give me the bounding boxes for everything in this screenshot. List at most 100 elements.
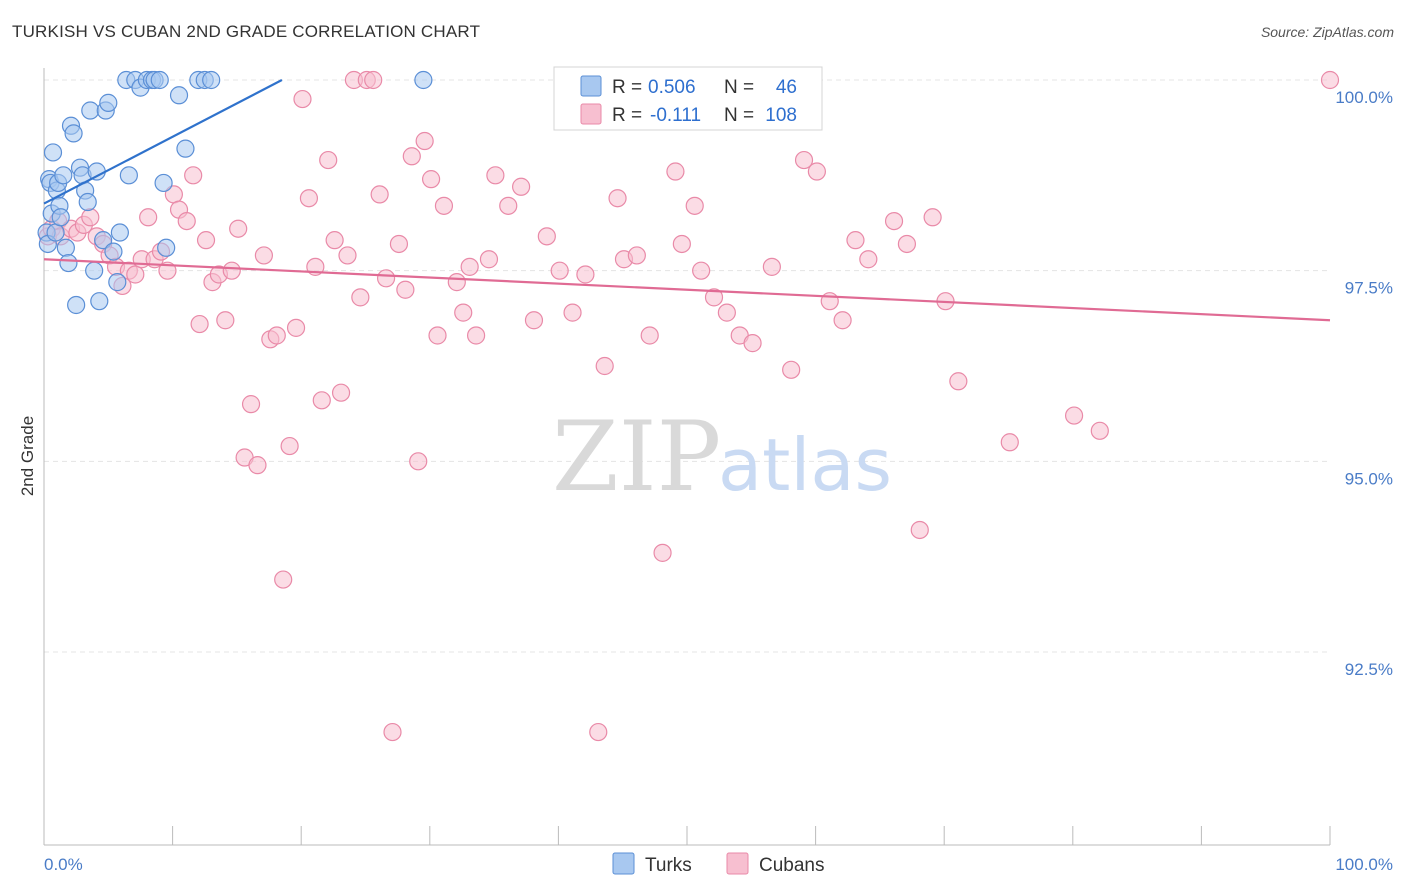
- cubans-point-88: [717, 303, 736, 322]
- y-tick-label-2: 95.0%: [1345, 469, 1393, 488]
- turks-point-40: [157, 238, 176, 257]
- cubans-point-40: [293, 89, 312, 109]
- turks-point-41: [169, 86, 189, 105]
- cubans-point-66: [466, 326, 486, 345]
- turks-n-value: 46: [776, 77, 797, 98]
- turks-point-6: [46, 223, 65, 242]
- cubans-point-105: [1000, 433, 1019, 452]
- turks-bottom-swatch: [612, 852, 635, 875]
- turks-point-25: [94, 231, 113, 250]
- cubans-point-81: [640, 326, 659, 345]
- cubans-point-44: [319, 150, 338, 170]
- turks-point-38: [150, 70, 169, 90]
- turks-point-10: [51, 208, 70, 227]
- cubans-point-22: [177, 211, 196, 231]
- cubans-point-7: [81, 208, 100, 227]
- cubans-point-59: [415, 131, 434, 151]
- gridlines: [44, 79, 1330, 653]
- cubans-point-82: [653, 543, 672, 562]
- cubans-point-56: [396, 280, 415, 299]
- cubans-point-106: [1064, 406, 1084, 425]
- cubans-point-75: [576, 265, 595, 284]
- turks-point-12: [56, 238, 75, 257]
- cubans-point-36: [267, 326, 286, 345]
- x-tick-label-left: 0.0%: [44, 855, 83, 874]
- y-axis-label: 2nd Grade: [18, 416, 37, 496]
- cubans-point-58: [409, 452, 428, 471]
- cubans-point-69: [499, 196, 518, 215]
- cubans-legend-swatch: [580, 103, 602, 125]
- cubans-point-104: [949, 372, 968, 391]
- turks-point-20: [78, 192, 97, 212]
- source-credit: Source: ZipAtlas.com: [1260, 24, 1394, 40]
- cubans-point-92: [782, 360, 801, 379]
- cubans-point-91: [762, 257, 781, 276]
- turks-point-27: [99, 93, 118, 112]
- cubans-bottom-label: Cubans: [759, 855, 825, 876]
- watermark-atlas: atlas: [718, 423, 892, 507]
- cubans-point-65: [460, 257, 479, 276]
- cubans-point-85: [685, 196, 704, 215]
- cubans-point-67: [479, 250, 499, 269]
- cubans-point-93: [794, 150, 814, 170]
- cubans-point-90: [743, 334, 762, 353]
- turks-point-39: [154, 173, 173, 193]
- trend-lines: [43, 79, 1331, 322]
- cubans-point-19: [158, 261, 177, 280]
- cubans-point-28: [216, 311, 235, 330]
- cubans-point-96: [833, 311, 852, 330]
- turks-point-24: [90, 292, 109, 311]
- cubans-point-97: [846, 231, 865, 250]
- cubans-point-30: [229, 219, 248, 238]
- cubans-point-64: [454, 303, 473, 322]
- cubans-point-14: [126, 265, 145, 284]
- cubans-point-33: [248, 456, 267, 475]
- cubans-point-77: [595, 356, 614, 376]
- cubans-r-label: R =: [612, 105, 642, 126]
- turks-point-23: [87, 162, 106, 181]
- series-legend: Turks Cubans: [612, 852, 825, 876]
- cubans-point-87: [704, 288, 724, 307]
- turks-point-45: [202, 70, 221, 90]
- cubans-point-78: [608, 189, 627, 208]
- cubans-bottom-swatch: [726, 852, 749, 875]
- cubans-point-34: [254, 246, 274, 265]
- cubans-point-71: [524, 311, 544, 330]
- turks-point-30: [110, 223, 129, 242]
- cubans-r-value: -0.111: [650, 105, 701, 126]
- turks-bottom-label: Turks: [645, 855, 692, 876]
- cubans-point-63: [447, 273, 466, 292]
- turks-point-42: [176, 139, 195, 158]
- turks-r-value: 0.506: [648, 77, 696, 98]
- turks-point-29: [108, 273, 127, 292]
- turks-trend-line: [43, 79, 283, 205]
- chart-title: TURKISH VS CUBAN 2ND GRADE CORRELATION C…: [12, 22, 481, 41]
- turks-point-32: [119, 166, 138, 185]
- cubans-n-label: N =: [724, 105, 754, 126]
- turks-point-5: [43, 143, 63, 162]
- cubans-point-45: [325, 231, 344, 250]
- cubans-point-86: [692, 261, 711, 280]
- cubans-point-24: [190, 314, 209, 334]
- cubans-point-25: [196, 231, 216, 250]
- y-tick-label-0: 100.0%: [1335, 88, 1393, 107]
- cubans-point-29: [222, 261, 241, 280]
- stats-legend: R = 0.506 N = 46 R = -0.111 N = 108: [553, 66, 823, 131]
- turks-r-label: R =: [612, 77, 642, 98]
- cubans-point-53: [376, 269, 396, 288]
- cubans-point-52: [370, 185, 389, 204]
- cubans-point-108: [1320, 70, 1340, 90]
- cubans-point-62: [434, 196, 454, 215]
- y-tick-label-3: 92.5%: [1345, 660, 1393, 679]
- cubans-point-49: [351, 288, 370, 307]
- cubans-point-94: [807, 162, 826, 181]
- cubans-point-60: [421, 170, 441, 189]
- x-ticks: [43, 826, 1331, 845]
- turks-point-21: [81, 101, 100, 120]
- cubans-point-57: [402, 147, 421, 166]
- cubans-point-41: [299, 189, 319, 208]
- turks-point-11: [54, 166, 73, 185]
- turks-point-28: [104, 242, 123, 261]
- watermark: ZIP atlas: [552, 401, 892, 513]
